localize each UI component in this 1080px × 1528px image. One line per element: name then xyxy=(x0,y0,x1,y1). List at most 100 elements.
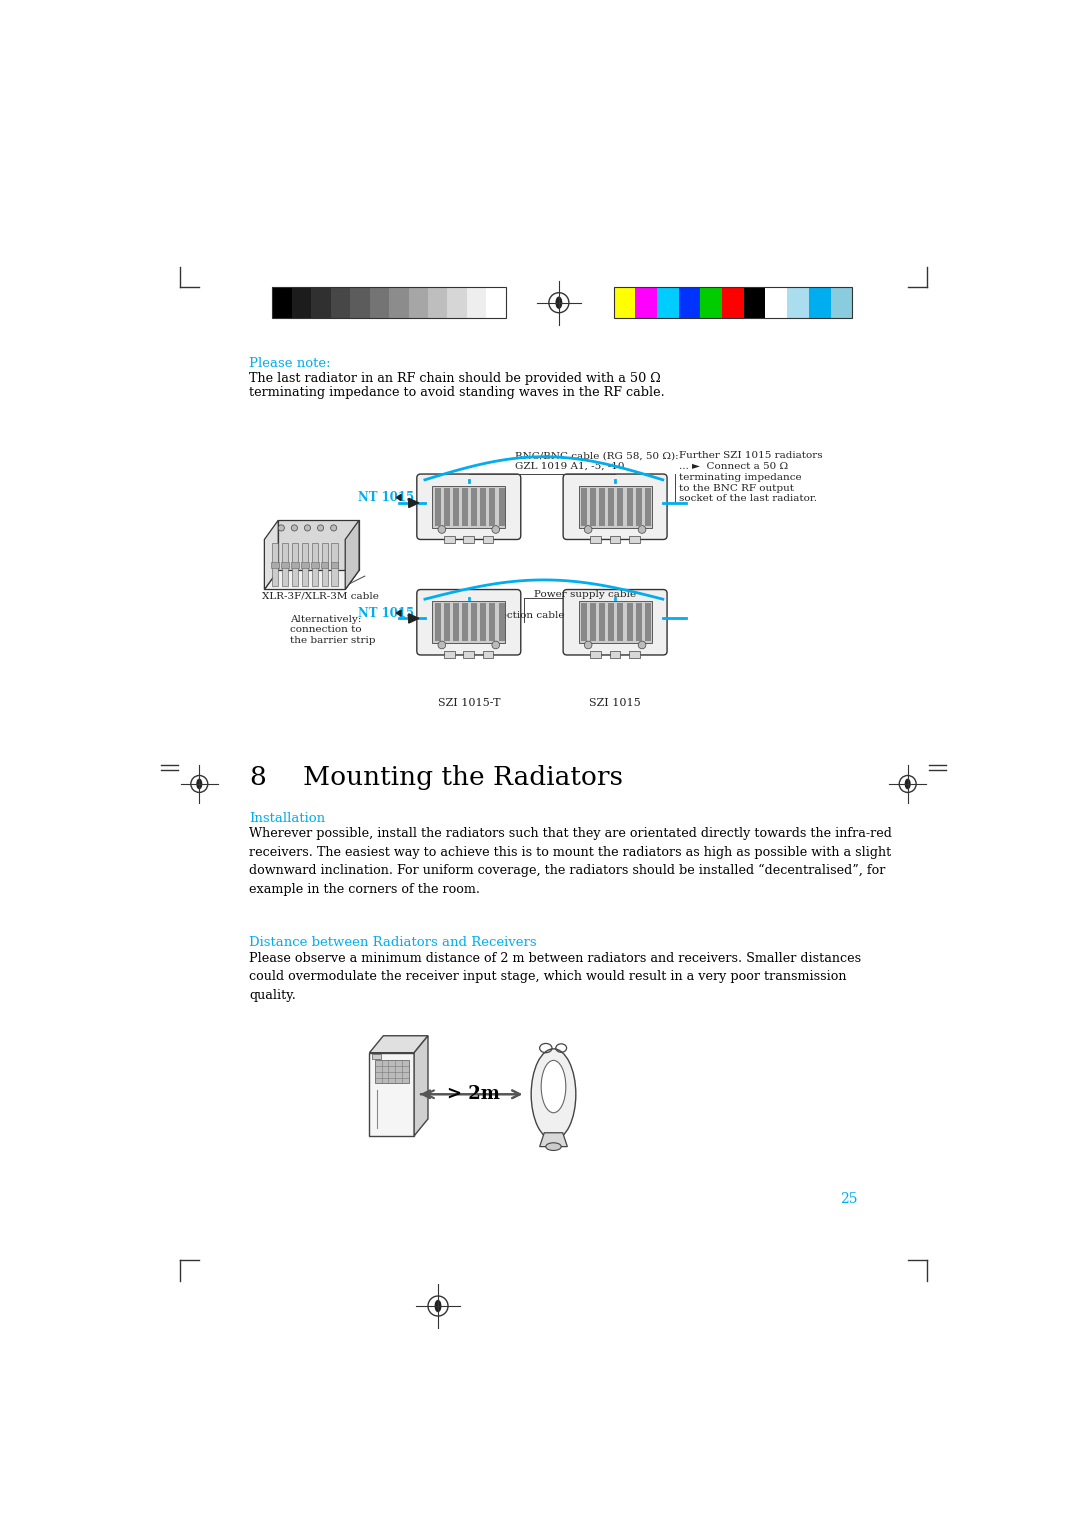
Bar xyxy=(471,604,477,642)
Bar xyxy=(613,287,852,318)
Ellipse shape xyxy=(197,779,202,788)
Bar xyxy=(608,604,615,642)
Bar xyxy=(281,562,288,568)
Polygon shape xyxy=(369,1036,428,1053)
Bar xyxy=(787,287,809,318)
Bar xyxy=(463,536,474,542)
Bar xyxy=(618,487,623,526)
Bar xyxy=(282,544,288,585)
Polygon shape xyxy=(265,570,359,590)
Bar xyxy=(766,287,787,318)
Text: Power supply cable: Power supply cable xyxy=(535,590,636,599)
Bar xyxy=(610,536,621,542)
Bar xyxy=(453,487,459,526)
Bar xyxy=(463,651,474,659)
Bar xyxy=(744,287,766,318)
Bar xyxy=(629,651,639,659)
Bar xyxy=(444,604,449,642)
Bar xyxy=(462,487,468,526)
Polygon shape xyxy=(396,610,401,616)
Text: Alternatively:: Alternatively: xyxy=(291,614,362,623)
Text: NT 1015: NT 1015 xyxy=(357,490,414,504)
Bar xyxy=(272,287,505,318)
Bar xyxy=(271,562,279,568)
Bar xyxy=(272,287,292,318)
Bar xyxy=(432,486,505,529)
Text: terminating impedance to avoid standing waves in the RF cable.: terminating impedance to avoid standing … xyxy=(249,387,665,399)
Text: Please note:: Please note: xyxy=(249,356,330,370)
Polygon shape xyxy=(414,1036,428,1135)
Bar xyxy=(471,487,477,526)
Bar xyxy=(408,287,428,318)
Bar xyxy=(453,604,459,642)
Text: ... ►  Connect a 50 Ω: ... ► Connect a 50 Ω xyxy=(679,461,788,471)
Circle shape xyxy=(584,526,592,533)
Text: > 2m: > 2m xyxy=(447,1085,499,1103)
Text: 8: 8 xyxy=(249,766,266,790)
Text: The last radiator in an RF chain should be provided with a 50 Ω: The last radiator in an RF chain should … xyxy=(249,371,661,385)
Bar xyxy=(434,487,441,526)
FancyBboxPatch shape xyxy=(563,590,667,656)
Bar xyxy=(618,604,623,642)
Bar xyxy=(330,287,350,318)
Bar xyxy=(579,601,651,643)
Circle shape xyxy=(491,526,500,533)
Text: Mounting the Radiators: Mounting the Radiators xyxy=(303,766,623,790)
Bar xyxy=(332,544,338,585)
Bar xyxy=(636,487,642,526)
Bar xyxy=(499,604,504,642)
Bar xyxy=(432,601,505,643)
Text: connection to: connection to xyxy=(291,625,362,634)
Circle shape xyxy=(638,642,646,649)
Bar xyxy=(636,604,642,642)
Bar xyxy=(483,536,494,542)
Bar xyxy=(444,536,455,542)
Ellipse shape xyxy=(541,1060,566,1112)
Bar xyxy=(590,604,596,642)
Bar xyxy=(626,487,633,526)
Bar xyxy=(635,287,657,318)
Bar xyxy=(330,562,338,568)
Text: GZL 1019 A1, -5, -10: GZL 1019 A1, -5, -10 xyxy=(515,461,624,471)
Text: BNC/BNC cable (RG 58, 50 Ω):: BNC/BNC cable (RG 58, 50 Ω): xyxy=(515,451,678,460)
Bar xyxy=(645,487,651,526)
Bar xyxy=(809,287,831,318)
Bar xyxy=(581,487,586,526)
Bar xyxy=(292,544,298,585)
Circle shape xyxy=(584,642,592,649)
Polygon shape xyxy=(346,520,359,590)
Polygon shape xyxy=(540,1132,567,1146)
FancyBboxPatch shape xyxy=(417,590,521,656)
Bar xyxy=(581,604,586,642)
Bar xyxy=(389,287,408,318)
Bar xyxy=(483,651,494,659)
Bar xyxy=(626,604,633,642)
Bar xyxy=(723,287,744,318)
Bar xyxy=(311,287,330,318)
Bar xyxy=(292,287,311,318)
Circle shape xyxy=(318,524,324,532)
Text: NT 1015: NT 1015 xyxy=(357,607,414,619)
Text: Wherever possible, install the radiators such that they are orientated directly : Wherever possible, install the radiators… xyxy=(249,827,892,895)
Ellipse shape xyxy=(556,298,562,309)
Bar xyxy=(272,544,279,585)
Bar xyxy=(444,651,455,659)
Text: SZI 1015: SZI 1015 xyxy=(590,698,640,707)
Bar xyxy=(678,287,700,318)
Bar xyxy=(645,604,651,642)
Bar xyxy=(610,651,621,659)
Polygon shape xyxy=(408,498,419,507)
Text: to the BNC RF output: to the BNC RF output xyxy=(679,484,794,492)
Bar xyxy=(613,287,635,318)
Ellipse shape xyxy=(905,779,910,788)
Bar xyxy=(831,287,852,318)
Bar xyxy=(350,287,369,318)
Circle shape xyxy=(438,642,446,649)
Polygon shape xyxy=(396,495,401,501)
Bar xyxy=(321,562,328,568)
Polygon shape xyxy=(265,520,279,590)
Text: XLR-3F/XLR-3M cable: XLR-3F/XLR-3M cable xyxy=(262,591,379,601)
Circle shape xyxy=(330,524,337,532)
Text: terminating impedance: terminating impedance xyxy=(679,472,801,481)
Bar xyxy=(657,287,678,318)
